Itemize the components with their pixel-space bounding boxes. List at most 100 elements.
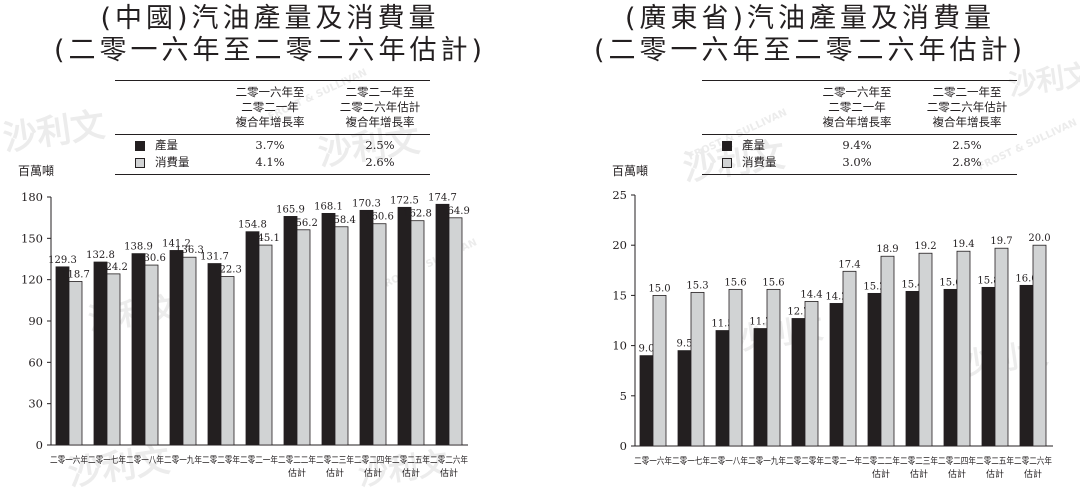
bar-consumption [296, 229, 311, 446]
legend-cagr-2: 2.8% [952, 155, 982, 169]
legend-top-rule [115, 80, 430, 81]
data-label-consumption: 124.2 [99, 262, 128, 273]
bar-production [55, 266, 70, 446]
data-label-consumption: 145.1 [251, 233, 280, 244]
y-tick-label: 150 [21, 231, 43, 245]
x-tick-label: 二零一六年 [634, 455, 672, 467]
bar-production [867, 292, 882, 447]
bar-production [715, 330, 730, 447]
data-label-production: 141.2 [162, 238, 191, 249]
x-tick-label: 二零二六年 [430, 454, 468, 466]
legend-swatch-production [135, 141, 145, 151]
y-tick-label: 0 [620, 439, 627, 453]
data-label-production: 131.7 [200, 252, 229, 263]
data-label-production: 15.4 [901, 279, 923, 290]
legend-label-consumption: 消費量 [742, 155, 777, 169]
y-tick-label: 60 [28, 355, 43, 369]
x-tick-label: 估計 [872, 468, 890, 480]
bar-consumption [182, 256, 197, 446]
legend-label-production: 產量 [742, 138, 765, 152]
data-label-production: 15.2 [863, 281, 885, 292]
bar-consumption [804, 301, 819, 447]
data-label-consumption: 18.9 [876, 244, 898, 255]
guangdong-bar-chart: 0 5 10 15 20 25 9.0 15.0 二零一六年 9.5 15.3 二零一七年 11.5 15… [612, 188, 1053, 480]
data-label-consumption: 122.3 [213, 264, 242, 275]
bar-consumption [652, 294, 667, 447]
bar-consumption [68, 281, 83, 446]
legend-cagr-2: 2.6% [365, 155, 395, 169]
data-label-production: 129.3 [48, 255, 77, 266]
y-tick-label: 15 [612, 288, 627, 302]
legend-header-cagr-2021-2026: 二零二一年至 二零二六年估計 複合年增長率 [325, 85, 435, 130]
legend-cagr-1: 3.7% [255, 138, 285, 152]
data-label-production: 9.0 [639, 344, 655, 355]
bar-production [131, 253, 146, 446]
x-tick-label: 二零一九年 [164, 454, 202, 466]
data-label-consumption: 15.6 [724, 277, 746, 288]
legend-bottom-rule [115, 174, 430, 175]
legend-swatch-consumption [722, 158, 732, 168]
bar-consumption [842, 270, 857, 447]
chart-title-line-2: (二零一六年至二零二六年估計) [593, 35, 1027, 66]
x-tick-label: 二零一七年 [672, 455, 710, 467]
data-label-consumption: 19.2 [914, 241, 936, 252]
data-label-consumption: 15.3 [686, 280, 708, 291]
x-tick-label: 估計 [910, 468, 928, 480]
bar-production [207, 263, 222, 446]
data-label-production: 15.8 [977, 275, 999, 286]
x-tick-label: 估計 [326, 467, 344, 479]
x-tick-label: 估計 [364, 467, 382, 479]
y-axis-unit-label: 百萬噸 [612, 164, 649, 178]
data-label-production: 9.5 [677, 339, 693, 350]
x-tick-label: 二零二一年 [824, 455, 862, 467]
x-tick-label: 二零二四年 [938, 455, 976, 467]
data-label-consumption: 164.9 [441, 206, 470, 217]
x-tick-label: 二零二零年 [786, 455, 824, 467]
y-tick-label: 120 [21, 273, 43, 287]
bar-consumption [220, 276, 235, 446]
x-tick-label: 二零二五年 [976, 455, 1014, 467]
x-tick-label: 二零二一年 [240, 454, 278, 466]
x-tick-label: 二零二零年 [202, 454, 240, 466]
bar-production [245, 231, 260, 446]
data-label-consumption: 156.2 [289, 218, 318, 229]
x-tick-label: 估計 [402, 467, 420, 479]
bar-consumption [1032, 244, 1047, 447]
data-label-consumption: 17.4 [838, 259, 860, 270]
legend-header-line: 二零二一年 [241, 100, 299, 114]
legend-cagr-1: 9.4% [842, 138, 872, 152]
bar-production [905, 290, 920, 447]
y-axis-unit-label: 百萬噸 [18, 164, 55, 178]
legend-header-line: 二零二六年估計 [339, 100, 421, 114]
legend-top-rule [702, 80, 1017, 81]
data-label-production: 14.2 [825, 291, 847, 302]
bar-consumption [448, 217, 463, 446]
chart-title-line-1: (廣東省)汽油產量及消費量 [624, 3, 996, 34]
data-label-production: 11.7 [749, 317, 771, 328]
legend-header-line: 二零一六年至 [235, 85, 305, 99]
bar-production [1019, 284, 1034, 447]
bar-production [677, 350, 692, 447]
x-tick-label: 二零二二年 [278, 454, 316, 466]
data-label-consumption: 162.8 [403, 209, 432, 220]
legend-header-line: 二零二一年 [828, 100, 886, 114]
bar-consumption [372, 223, 387, 446]
bar-consumption [994, 247, 1009, 447]
y-tick-label: 20 [612, 238, 627, 252]
bar-consumption [766, 288, 781, 447]
data-label-consumption: 118.7 [61, 269, 90, 280]
legend-mid-rule [702, 134, 1017, 135]
bar-production [791, 318, 806, 447]
data-label-consumption: 19.7 [990, 236, 1012, 247]
x-tick-label: 二零二二年 [862, 455, 900, 467]
legend-header-cagr-2021-2026: 二零二一年至 二零二六年估計 複合年增長率 [912, 85, 1022, 130]
bar-consumption [918, 252, 933, 447]
data-label-production: 168.1 [314, 201, 343, 212]
x-tick-label: 二零一七年 [88, 454, 126, 466]
legend-header-line: 複合年增長率 [345, 115, 415, 129]
legend-mid-rule [115, 134, 430, 135]
bar-consumption [728, 288, 743, 447]
legend-header-line: 二零二六年估計 [926, 100, 1008, 114]
